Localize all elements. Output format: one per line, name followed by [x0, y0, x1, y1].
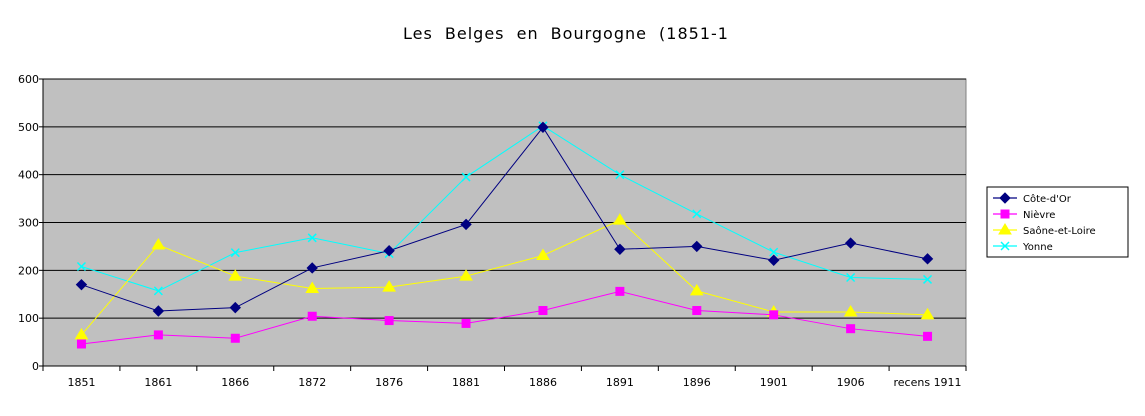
x-tick-label: 1901 — [760, 376, 788, 389]
data-point — [75, 278, 88, 291]
x-tick-label: 1851 — [67, 376, 95, 389]
data-point — [921, 253, 934, 265]
data-point — [614, 243, 626, 255]
legend-box — [986, 186, 1129, 258]
plot-area: 0 100 200 300 400 500 600 1851 1861 1866 1872 1876 1… — [18, 73, 967, 389]
data-point — [537, 121, 549, 134]
x-tick-label: 1886 — [529, 376, 557, 389]
legend-label: Côte-d'Or — [1023, 193, 1072, 205]
x-tick-label: 1896 — [683, 376, 711, 389]
y-tick-label: 200 — [18, 264, 39, 277]
series-line — [81, 126, 928, 312]
data-point — [76, 339, 86, 349]
y-tick-label: 600 — [18, 73, 39, 86]
data-point — [307, 311, 317, 321]
data-point — [615, 286, 625, 296]
data-point — [843, 304, 858, 317]
legend-marker — [1000, 209, 1010, 219]
data-point — [153, 330, 163, 340]
data-point — [846, 272, 856, 283]
x-tick-label: 1866 — [221, 376, 249, 389]
data-point — [846, 324, 856, 334]
data-point — [384, 316, 394, 326]
data-point — [461, 172, 471, 182]
x-tick-label: 1861 — [144, 376, 172, 389]
y-tick-label: 100 — [18, 312, 39, 325]
x-tick-label: 1876 — [375, 376, 403, 389]
data-point — [382, 280, 397, 292]
data-point — [769, 247, 779, 257]
data-point — [920, 307, 935, 320]
x-tick-label: recens 1911 — [894, 376, 962, 389]
data-point — [305, 281, 320, 294]
data-point — [923, 331, 933, 341]
legend: Côte-d'Or Nièvre Saône-et-Loire Yonne — [986, 186, 1129, 258]
x-tick-label: 1906 — [837, 376, 865, 389]
y-tick-label: 400 — [18, 169, 39, 182]
data-point — [76, 261, 86, 272]
data-point — [153, 286, 163, 296]
data-point — [151, 238, 166, 250]
series-line — [81, 290, 928, 345]
data-point — [229, 301, 241, 314]
data-point — [230, 248, 240, 258]
data-point — [768, 254, 780, 266]
series-line — [81, 125, 928, 292]
data-point — [307, 233, 317, 243]
data-point — [692, 209, 702, 219]
legend-marker — [999, 192, 1011, 204]
legend-label: Nièvre — [1023, 209, 1055, 221]
data-point — [383, 245, 395, 257]
data-point — [228, 269, 243, 281]
data-point — [460, 218, 472, 231]
data-point — [536, 248, 550, 261]
data-point — [152, 305, 165, 317]
x-tick-label: 1881 — [452, 376, 480, 389]
legend-label: Saône-et-Loire — [1023, 225, 1096, 237]
data-point — [769, 310, 779, 320]
y-tick-label: 300 — [18, 217, 39, 230]
x-tick-label: 1891 — [606, 376, 634, 389]
chart-title: Les Belges en Bourgogne (1851-1 — [403, 24, 729, 43]
legend-marker — [998, 223, 1012, 235]
data-point — [74, 327, 89, 340]
series-line — [81, 219, 928, 336]
y-tick-label: 500 — [18, 121, 39, 134]
data-point — [844, 237, 857, 249]
data-point — [615, 170, 625, 180]
data-point — [689, 283, 704, 296]
data-point — [538, 306, 548, 316]
legend-label: Yonne — [1022, 242, 1053, 253]
data-point — [230, 333, 240, 343]
legend-marker — [1000, 241, 1010, 251]
data-point — [306, 262, 318, 274]
data-point — [612, 213, 627, 225]
y-tick-label: 0 — [32, 360, 39, 373]
x-tick-label: 1872 — [298, 376, 326, 389]
data-point — [459, 269, 473, 281]
data-point — [691, 240, 703, 253]
data-point — [923, 274, 933, 284]
data-point — [692, 306, 702, 316]
data-point — [461, 318, 471, 328]
